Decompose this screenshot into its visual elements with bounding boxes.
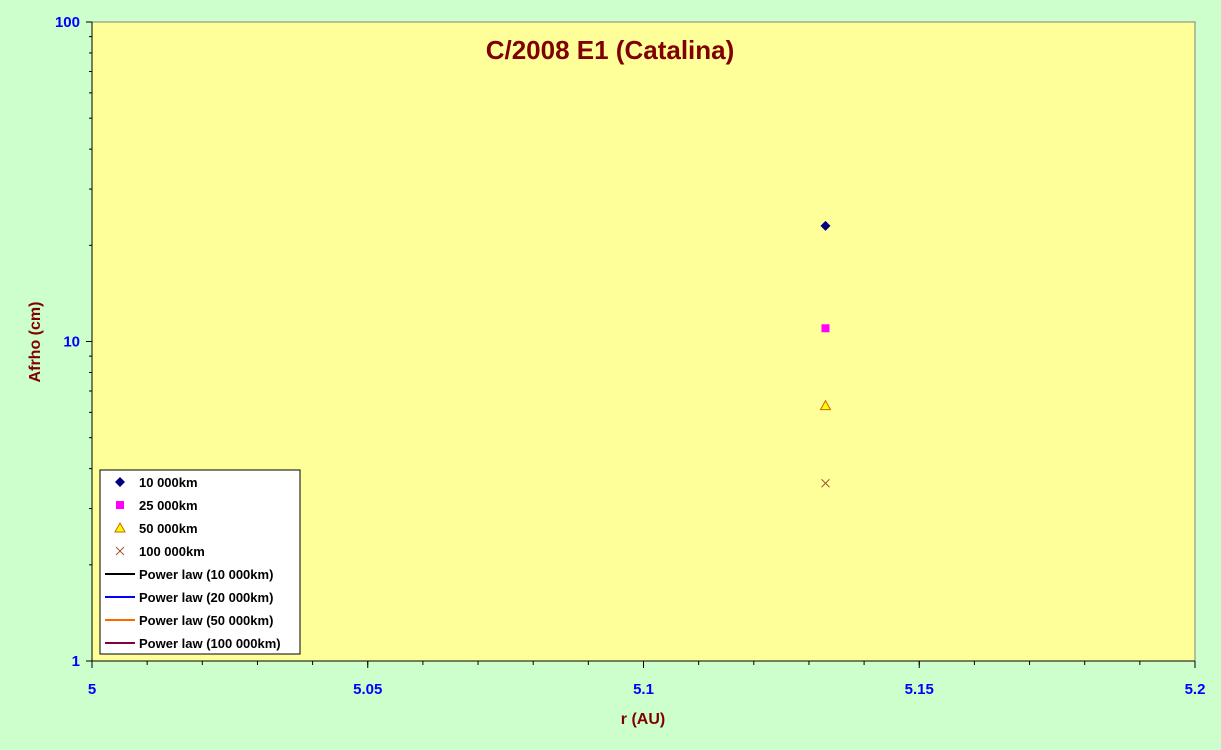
y-tick-label: 1 [72, 653, 80, 670]
legend-label: 10 000km [139, 475, 198, 490]
legend-label: Power law (20 000km) [139, 590, 273, 605]
legend-box [99, 469, 301, 655]
legend: 10 000km 25 000km 50 000km 100 000km Power l… [99, 469, 301, 655]
legend-marker [116, 501, 124, 509]
x-tick-label: 5.05 [353, 681, 382, 698]
legend-label: 25 000km [139, 498, 198, 513]
x-marker-stroke [115, 546, 125, 556]
y-tick-label: 10 [63, 334, 80, 351]
x-marker-stroke [821, 478, 830, 488]
data-point-series-3 [821, 478, 830, 488]
x-ticks: 5 5.05 5.1 5.15 5.2 [88, 661, 1206, 698]
data-point-series-2 [819, 399, 832, 411]
legend-marker [114, 521, 126, 533]
data-point-series-0 [820, 220, 831, 231]
x-tick-label: 5 [88, 681, 96, 698]
x-tick-label: 5.15 [905, 681, 934, 698]
x-tick-label: 5.1 [633, 681, 654, 698]
legend-label: 100 000km [139, 544, 205, 559]
legend-label: Power law (50 000km) [139, 613, 273, 628]
legend-marker [115, 546, 125, 556]
legend-label: Power law (100 000km) [139, 636, 281, 651]
data-point-series-1 [821, 324, 830, 333]
x-tick-label: 5.2 [1185, 681, 1206, 698]
legend-label: Power law (10 000km) [139, 567, 273, 582]
legend-label: 50 000km [139, 521, 198, 536]
x-axis-title: r (AU) [621, 711, 665, 728]
legend-marker [115, 477, 125, 487]
y-axis-title: Afrho (cm) [27, 302, 44, 383]
y-ticks: 1 10 100 [55, 14, 92, 670]
y-tick-label: 100 [55, 14, 80, 31]
chart-title: C/2008 E1 (Catalina) [486, 35, 735, 65]
data-points [819, 220, 832, 488]
